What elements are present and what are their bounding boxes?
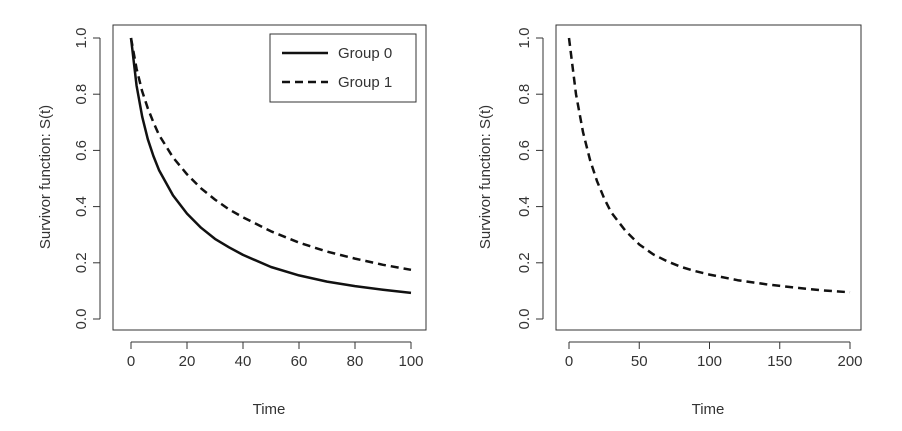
right-x-tick-label: 100 xyxy=(697,353,722,370)
right-x-tick-label: 0 xyxy=(565,353,573,370)
left-y-tick-label: 1.0 xyxy=(73,28,90,49)
right-x-tick-label: 150 xyxy=(767,353,792,370)
left-series-line-0 xyxy=(129,37,412,295)
legend-box xyxy=(269,33,417,103)
left-series-line-1 xyxy=(129,37,412,272)
left-y-tick-label: 0.0 xyxy=(73,309,90,330)
right-series-layer xyxy=(567,37,851,294)
left-y-axis: 0.0 0.2 0.4 0.6 0.8 1.0 xyxy=(73,28,101,330)
right-x-axis-title: Time xyxy=(692,401,725,418)
right-y-axis-title: Survivor function: S(t) xyxy=(477,105,494,249)
right-y-tick-label: 1.0 xyxy=(516,28,533,49)
right-y-axis: 0.0 0.2 0.4 0.6 0.8 1.0 xyxy=(516,28,544,330)
left-y-tick-label: 0.4 xyxy=(73,196,90,217)
right-y-tick-label: 0.6 xyxy=(516,140,533,161)
right-y-tick-label: 0.2 xyxy=(516,252,533,273)
legend: Group 0 Group 1 xyxy=(269,33,417,103)
left-x-tick-label: 60 xyxy=(291,353,308,370)
left-panel: Time Survivor function: S(t) 0 20 40 60 80 10… xyxy=(37,24,427,418)
right-panel: Time Survivor function: S(t) 0 50 100 150 20… xyxy=(477,24,863,418)
left-y-tick-label: 0.8 xyxy=(73,84,90,105)
right-series-line-0 xyxy=(567,37,851,294)
right-x-tick-label: 50 xyxy=(631,353,648,370)
left-x-axis-title: Time xyxy=(253,401,286,418)
left-x-axis: 0 20 40 60 80 100 xyxy=(127,341,424,370)
left-x-tick-label: 0 xyxy=(127,353,135,370)
right-y-tick-label: 0.0 xyxy=(516,309,533,330)
left-series-layer xyxy=(129,37,412,295)
left-x-tick-label: 80 xyxy=(347,353,364,370)
right-x-tick-label: 200 xyxy=(837,353,862,370)
legend-label-group-0: Group 0 xyxy=(338,45,392,62)
right-y-tick-label: 0.4 xyxy=(516,196,533,217)
left-y-tick-label: 0.2 xyxy=(73,252,90,273)
right-y-tick-label: 0.8 xyxy=(516,84,533,105)
left-x-tick-label: 40 xyxy=(235,353,252,370)
right-plot-frame xyxy=(555,24,862,331)
legend-label-group-1: Group 1 xyxy=(338,74,392,91)
left-x-tick-label: 20 xyxy=(179,353,196,370)
left-x-tick-label: 100 xyxy=(398,353,423,370)
left-y-tick-label: 0.6 xyxy=(73,140,90,161)
right-x-axis: 0 50 100 150 200 xyxy=(565,341,863,370)
left-y-axis-title: Survivor function: S(t) xyxy=(37,105,54,249)
left-plot-frame xyxy=(112,24,427,331)
